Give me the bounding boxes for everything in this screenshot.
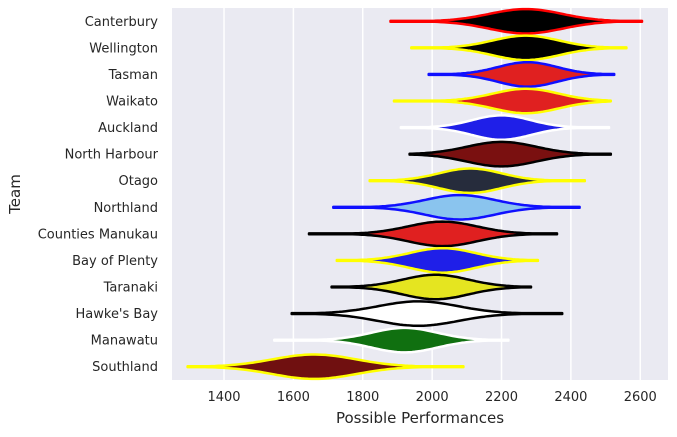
violin-tasman xyxy=(427,60,616,88)
violin-northland xyxy=(332,193,581,221)
y-tick-waikato: Waikato xyxy=(106,95,158,110)
x-tick-2400: 2400 xyxy=(554,390,587,405)
y-tick-manawatu: Manawatu xyxy=(91,334,158,349)
y-tick-southland: Southland xyxy=(92,360,158,375)
y-tick-taranaki: Taranaki xyxy=(103,281,158,296)
violin-bay-of-plenty xyxy=(335,246,540,274)
violin-taranaki xyxy=(330,273,533,301)
x-tick-1600: 1600 xyxy=(277,390,310,405)
y-tick-northland: Northland xyxy=(94,201,158,216)
y-tick-hawke-s-bay: Hawke's Bay xyxy=(76,307,159,322)
y-tick-north-harbour: North Harbour xyxy=(65,148,159,163)
gridlines xyxy=(223,8,642,380)
y-tick-wellington: Wellington xyxy=(89,41,158,56)
violin-otago xyxy=(368,167,587,195)
violin-auckland xyxy=(399,114,611,142)
violin-counties-manukau xyxy=(307,220,559,248)
x-tick-2600: 2600 xyxy=(624,390,657,405)
violins xyxy=(186,7,644,381)
x-tick-1400: 1400 xyxy=(207,390,240,405)
violin-north-harbour xyxy=(408,140,613,168)
y-axis-label: Team xyxy=(6,174,24,215)
y-tick-otago: Otago xyxy=(118,174,158,189)
violin-manawatu xyxy=(273,326,510,354)
y-tick-tasman: Tasman xyxy=(108,68,158,83)
violin-southland xyxy=(186,353,465,381)
x-axis-label: Possible Performances xyxy=(336,409,504,427)
y-tick-canterbury: Canterbury xyxy=(85,15,159,30)
x-tick-1800: 1800 xyxy=(346,390,379,405)
y-tick-counties-manukau: Counties Manukau xyxy=(38,227,158,242)
y-tick-auckland: Auckland xyxy=(98,121,158,136)
y-tick-bay-of-plenty: Bay of Plenty xyxy=(72,254,158,269)
y-tick-labels: Canterbury Wellington Tasman Waikato Aucklan… xyxy=(38,15,159,375)
violin-hawke-s-bay xyxy=(290,300,564,328)
violin-canterbury xyxy=(389,7,644,35)
x-tick-2200: 2200 xyxy=(485,390,518,405)
violin-waikato xyxy=(392,87,613,115)
x-tick-2000: 2000 xyxy=(416,390,449,405)
violin-wellington xyxy=(410,34,628,62)
x-tick-labels: 1400 1600 1800 2000 2200 2400 2600 xyxy=(207,390,656,405)
